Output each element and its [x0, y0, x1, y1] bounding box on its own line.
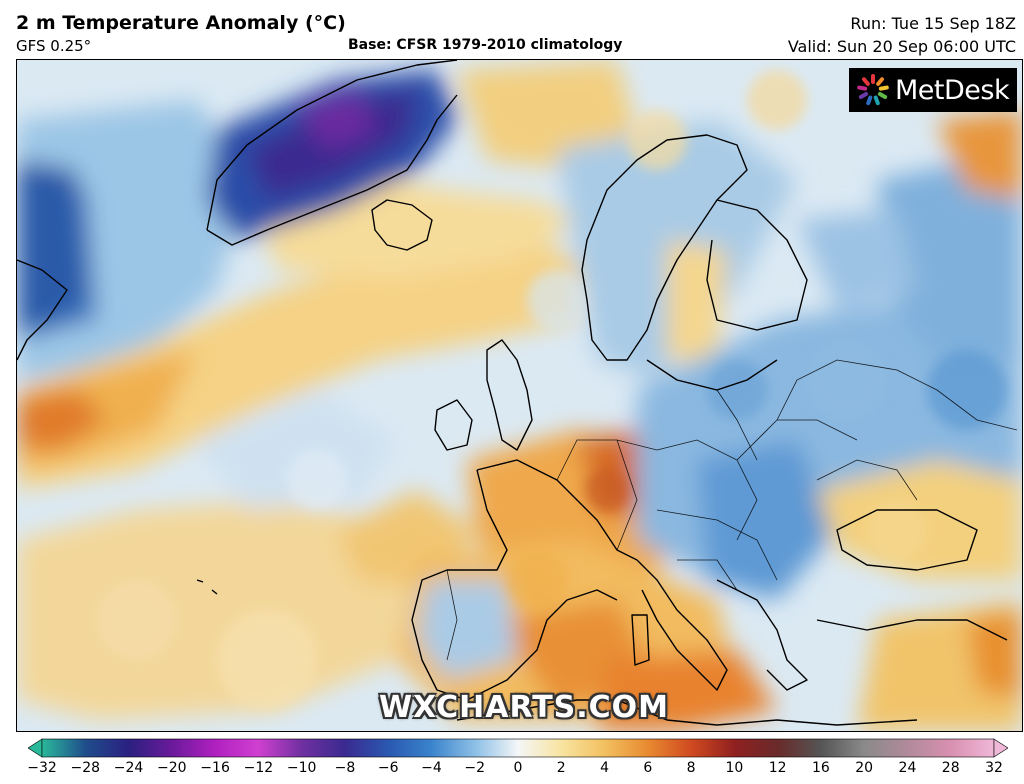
color-scale-tick-label: 28 [941, 760, 960, 776]
anomaly-map[interactable] [16, 59, 1023, 732]
map-canvas [17, 60, 1022, 731]
color-scale-bar [28, 738, 1008, 758]
color-scale-tick-label: 12 [768, 760, 787, 776]
color-scale-tick-label: 2 [556, 760, 566, 776]
color-scale-tick-label: −12 [243, 760, 274, 776]
color-scale-tick-label: 6 [643, 760, 653, 776]
color-scale-tick-label: 16 [811, 760, 830, 776]
coastlines [17, 60, 1008, 726]
color-scale-tick-label: −16 [200, 760, 230, 776]
run-time-label: Run: Tue 15 Sep 18Z [850, 14, 1016, 33]
metdesk-burst-icon [857, 74, 889, 106]
color-scale-tick-label: 32 [985, 760, 1003, 776]
color-scale-tick-label: −10 [286, 760, 317, 776]
color-scale-tick-label: 8 [686, 760, 696, 776]
color-scale-max-arrow [993, 738, 1008, 758]
wxcharts-watermark: WXCHARTS.COM [378, 690, 670, 725]
color-scale-gradient [41, 738, 995, 758]
color-scale-tick-label: −6 [377, 760, 399, 776]
chart-header: 2 m Temperature Anomaly (°C) GFS 0.25° B… [0, 0, 1024, 58]
metdesk-logo-text: MetDesk [895, 74, 1010, 106]
country-borders [446, 359, 1018, 661]
chart-title: 2 m Temperature Anomaly (°C) [16, 12, 346, 34]
color-scale-tick-label: −4 [421, 760, 442, 776]
color-scale-tick-label: 4 [600, 760, 609, 776]
color-scale-tick-label: 24 [898, 760, 917, 776]
color-scale-tick-label: 20 [855, 760, 874, 776]
color-scale-tick-label: −2 [464, 760, 486, 776]
model-label: GFS 0.25° [16, 37, 92, 55]
metdesk-logo: MetDesk [849, 68, 1017, 112]
color-scale-tick-label: −8 [334, 760, 356, 776]
color-scale-min-arrow [28, 738, 43, 758]
color-scale-tick-label: −32 [27, 760, 57, 776]
color-scale-tick-label: −24 [113, 760, 144, 776]
color-scale-tick-label: 0 [513, 760, 523, 776]
color-scale-tick-label: −20 [157, 760, 187, 776]
valid-time-label: Valid: Sun 20 Sep 06:00 UTC [787, 37, 1016, 56]
color-scale-tick-label: −28 [70, 760, 101, 776]
color-scale-labels: −32 −28 −24 −20 −16 −12 −10 −8 −6 −4 −2 0 2 4 6 8 10 12 16… [0, 760, 1024, 782]
color-scale-tick-label: 10 [725, 760, 744, 776]
climatology-base-label: Base: CFSR 1979-2010 climatology [348, 37, 623, 53]
anomaly-field [17, 60, 1022, 731]
anomaly-texture [97, 70, 1007, 710]
